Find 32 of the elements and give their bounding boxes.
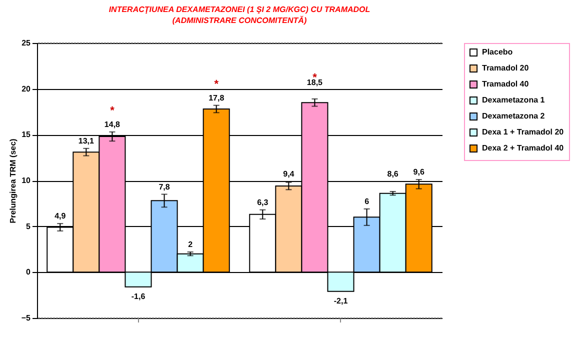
data-label: 14,8 <box>104 120 121 129</box>
y-axis-title: Prelungirea TRM (sec) <box>8 138 18 224</box>
y-tick-label: 5 <box>26 222 32 231</box>
data-label: 4,9 <box>54 212 66 221</box>
legend-label: Placebo <box>482 48 513 56</box>
y-tick-label: 0 <box>26 268 32 277</box>
legend-label: Dexa 1 + Tramadol 20 <box>482 128 564 136</box>
chart-title: INTERACŢIUNEA DEXAMETAZONEI (1 ŞI 2 MG/KGC) CU TRAMADOL (ADMINISTRARE CONCOMITENTĂ) <box>108 5 370 25</box>
data-label: 17,8 <box>208 93 225 102</box>
legend-label: Dexametazona 1 <box>482 96 546 104</box>
y-tick-label: 10 <box>22 176 32 185</box>
y-tick-label: 25 <box>22 38 32 48</box>
data-label: 8,6 <box>387 170 399 178</box>
data-label: -2,1 <box>334 296 348 306</box>
y-tick-label: 15 <box>22 130 32 140</box>
data-label: 7,8 <box>158 182 170 192</box>
y-tick-label: 20 <box>22 84 32 94</box>
legend-label: Dexametazona 2 <box>482 112 546 120</box>
data-label: 18,5 <box>306 78 324 87</box>
data-label: 9,4 <box>283 169 295 178</box>
data-label: 6 <box>364 196 370 206</box>
data-label: 6,3 <box>257 198 269 207</box>
data-label: 13,1 <box>78 136 95 146</box>
legend-label: Tramadol 20 <box>482 64 530 72</box>
y-tick-label: −5 <box>21 314 32 322</box>
data-label: 2 <box>188 240 194 249</box>
legend-label: Dexa 2 + Tramadol 40 <box>482 144 564 152</box>
annotation: * <box>214 78 220 90</box>
data-label: -1,6 <box>131 292 146 301</box>
annotation: * <box>110 104 116 117</box>
data-label: 9,6 <box>413 168 425 177</box>
legend-label: Tramadol 40 <box>482 80 530 88</box>
